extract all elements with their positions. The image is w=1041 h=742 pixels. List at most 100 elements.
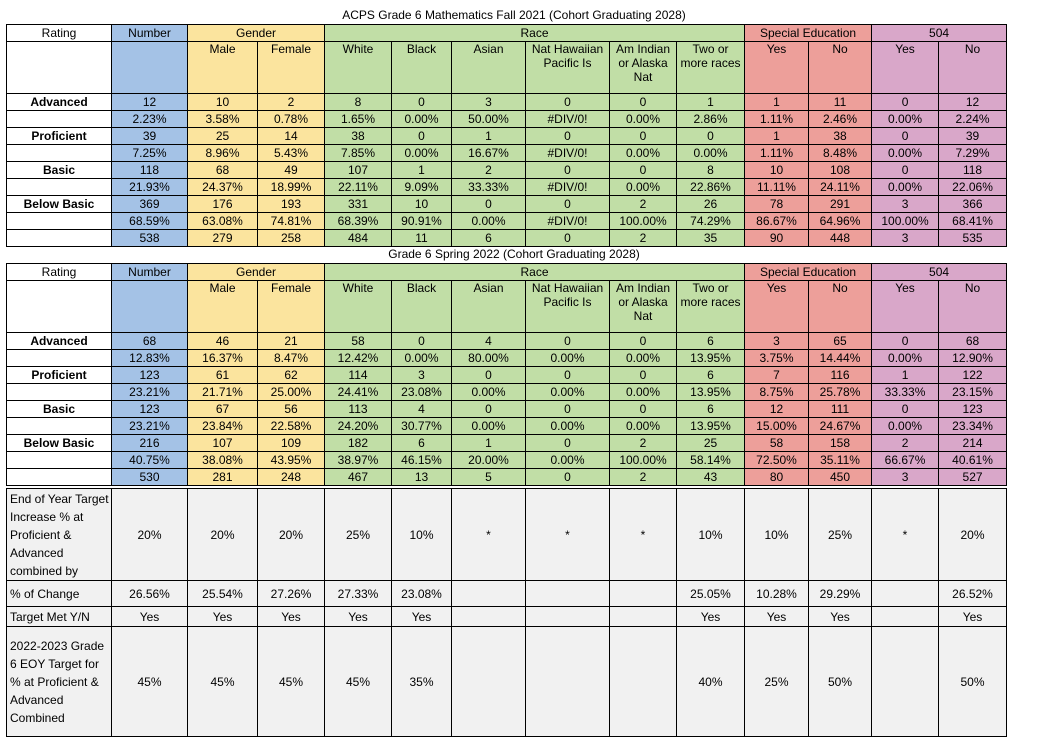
fall-cell: 8 xyxy=(324,93,392,111)
fall-cell: 0 xyxy=(675,127,746,145)
spring-cell: 0.00% xyxy=(609,383,677,401)
spring-race-header: Race xyxy=(323,263,746,281)
fall-cell: 448 xyxy=(808,229,873,247)
spring-cell: 56 xyxy=(257,400,325,418)
spring-cell: 38.97% xyxy=(324,451,392,469)
fall-cell: 0.00% xyxy=(391,144,452,162)
fall-cell: #DIV/0! xyxy=(525,110,610,128)
targets-table: End of Year Target Increase % at Profici… xyxy=(6,488,1007,737)
spring-cell: 72.50% xyxy=(744,451,810,469)
fall-cell: 11 xyxy=(808,93,873,111)
fall-row: Below Basic 369 176 193 331 10 0 0 2 26 78 291 3 366 xyxy=(6,195,1008,213)
spring-cell: 33.33% xyxy=(871,383,940,401)
spring-cell: 23.08% xyxy=(391,383,452,401)
fall-subheader-sped-no: No xyxy=(808,41,873,94)
spring-row: 40.75% 38.08% 43.95% 38.97% 46.15% 20.00% 0.00… xyxy=(6,451,1008,469)
target-cell: Yes xyxy=(391,606,452,627)
spring-row-label: Proficient xyxy=(6,366,112,384)
spring-cell: 23.84% xyxy=(187,417,258,435)
fall-cell: 68.59% xyxy=(111,212,188,230)
fall-cell: 0 xyxy=(609,161,677,179)
fall-subheader-504-yes: Yes xyxy=(871,41,940,94)
fall-cell: 0 xyxy=(391,127,452,145)
spring-cell: 0.00% xyxy=(871,349,940,367)
spring-cell: 0.00% xyxy=(525,417,610,435)
target-row: End of Year Target Increase % at Profici… xyxy=(6,488,1007,581)
spring-cell: 80 xyxy=(744,468,810,486)
spring-cell: 24.67% xyxy=(808,417,873,435)
fall-cell: 0.78% xyxy=(257,110,325,128)
target-cell: 25.54% xyxy=(187,580,258,607)
target-row: % of Change 26.56% 25.54% 27.26% 27.33% 23.08… xyxy=(6,580,1007,607)
spring-row: 23.21% 23.84% 22.58% 24.20% 30.77% 0.00% 0.00%… xyxy=(6,417,1008,435)
spring-cell: 25 xyxy=(675,434,746,452)
spring-cell: 0 xyxy=(609,366,677,384)
fall-cell: 21.93% xyxy=(111,178,188,196)
target-cell: * xyxy=(525,488,610,581)
fall-cell: 24.11% xyxy=(808,178,873,196)
spring-cell: 0 xyxy=(871,332,940,350)
fall-row-label xyxy=(6,178,112,196)
fall-cell: 8.96% xyxy=(187,144,258,162)
target-cell: Yes xyxy=(324,606,392,627)
spring-subheader-two-or-more: Two or more races xyxy=(675,280,746,333)
spring-cell: 0.00% xyxy=(871,417,940,435)
fall-cell: 0.00% xyxy=(609,178,677,196)
fall-cell: 118 xyxy=(111,161,188,179)
spring-cell: 116 xyxy=(808,366,873,384)
target-cell: 45% xyxy=(111,626,188,737)
fall-number-header: Number xyxy=(111,24,188,42)
spring-cell: 13.95% xyxy=(675,417,746,435)
spring-cell: 530 xyxy=(111,468,188,486)
target-cell xyxy=(871,606,939,627)
target-cell: 26.56% xyxy=(111,580,188,607)
fall-cell: 1.11% xyxy=(744,144,810,162)
spring-subheader-504-no: No xyxy=(938,280,1008,333)
fall-row: 538 279 258 484 11 6 0 2 35 90 448 3 535 xyxy=(6,229,1008,247)
target-cell: Yes xyxy=(111,606,188,627)
fall-cell: 369 xyxy=(111,195,188,213)
fall-cell: 63.08% xyxy=(187,212,258,230)
spring-cell: 6 xyxy=(675,400,746,418)
target-cell xyxy=(609,580,677,607)
fall-cell: 0 xyxy=(871,127,940,145)
spring-group-header-row: Rating Number Gender Race Special Education 5… xyxy=(6,263,1008,281)
target-cell xyxy=(871,626,939,737)
fall-cell: 0.00% xyxy=(391,110,452,128)
fall-cell: 1.11% xyxy=(744,110,810,128)
target-cell: 20% xyxy=(257,488,325,581)
fall-cell: 39 xyxy=(111,127,188,145)
fall-cell: 86.67% xyxy=(744,212,810,230)
target-cell xyxy=(525,606,610,627)
target-cell: 10% xyxy=(676,488,745,581)
spring-cell: 20.00% xyxy=(451,451,526,469)
fall-cell: 38 xyxy=(808,127,873,145)
fall-cell: 22.06% xyxy=(938,178,1008,196)
spring-cell: 1 xyxy=(451,434,526,452)
fall-row-label xyxy=(6,144,112,162)
spring-sped-header: Special Education xyxy=(744,263,873,281)
fall-cell: 0 xyxy=(525,161,610,179)
fall-cell: 3 xyxy=(451,93,526,111)
fall-cell: 78 xyxy=(744,195,810,213)
fall-cell: 7.25% xyxy=(111,144,188,162)
fall-cell: 33.33% xyxy=(451,178,526,196)
spring-row: 23.21% 21.71% 25.00% 24.41% 23.08% 0.00% 0.00%… xyxy=(6,383,1008,401)
fall-subheader-female: Female xyxy=(257,41,325,94)
fall-cell: 1 xyxy=(451,127,526,145)
fall-cell: 1 xyxy=(675,93,746,111)
fall-cell: 49 xyxy=(257,161,325,179)
target-cell: 10.28% xyxy=(744,580,809,607)
fall-cell: 176 xyxy=(187,195,258,213)
fall-cell: 535 xyxy=(938,229,1008,247)
spring-cell: 0.00% xyxy=(609,417,677,435)
fall-cell: 0.00% xyxy=(609,110,677,128)
spring-cell: 0 xyxy=(871,400,940,418)
target-cell xyxy=(525,626,610,737)
fall-cell: 2 xyxy=(609,195,677,213)
fall-cell: 8.48% xyxy=(808,144,873,162)
spring-rating-header: Rating xyxy=(6,263,112,281)
spring-cell: 123 xyxy=(938,400,1008,418)
spring-cell: 113 xyxy=(324,400,392,418)
fall-cell: 6 xyxy=(451,229,526,247)
